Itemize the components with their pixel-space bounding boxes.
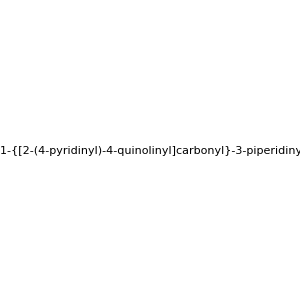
Text: (3-benzyl-1-{[2-(4-pyridinyl)-4-quinolinyl]carbonyl}-3-piperidinyl)methanol: (3-benzyl-1-{[2-(4-pyridinyl)-4-quinolin…: [0, 146, 300, 157]
